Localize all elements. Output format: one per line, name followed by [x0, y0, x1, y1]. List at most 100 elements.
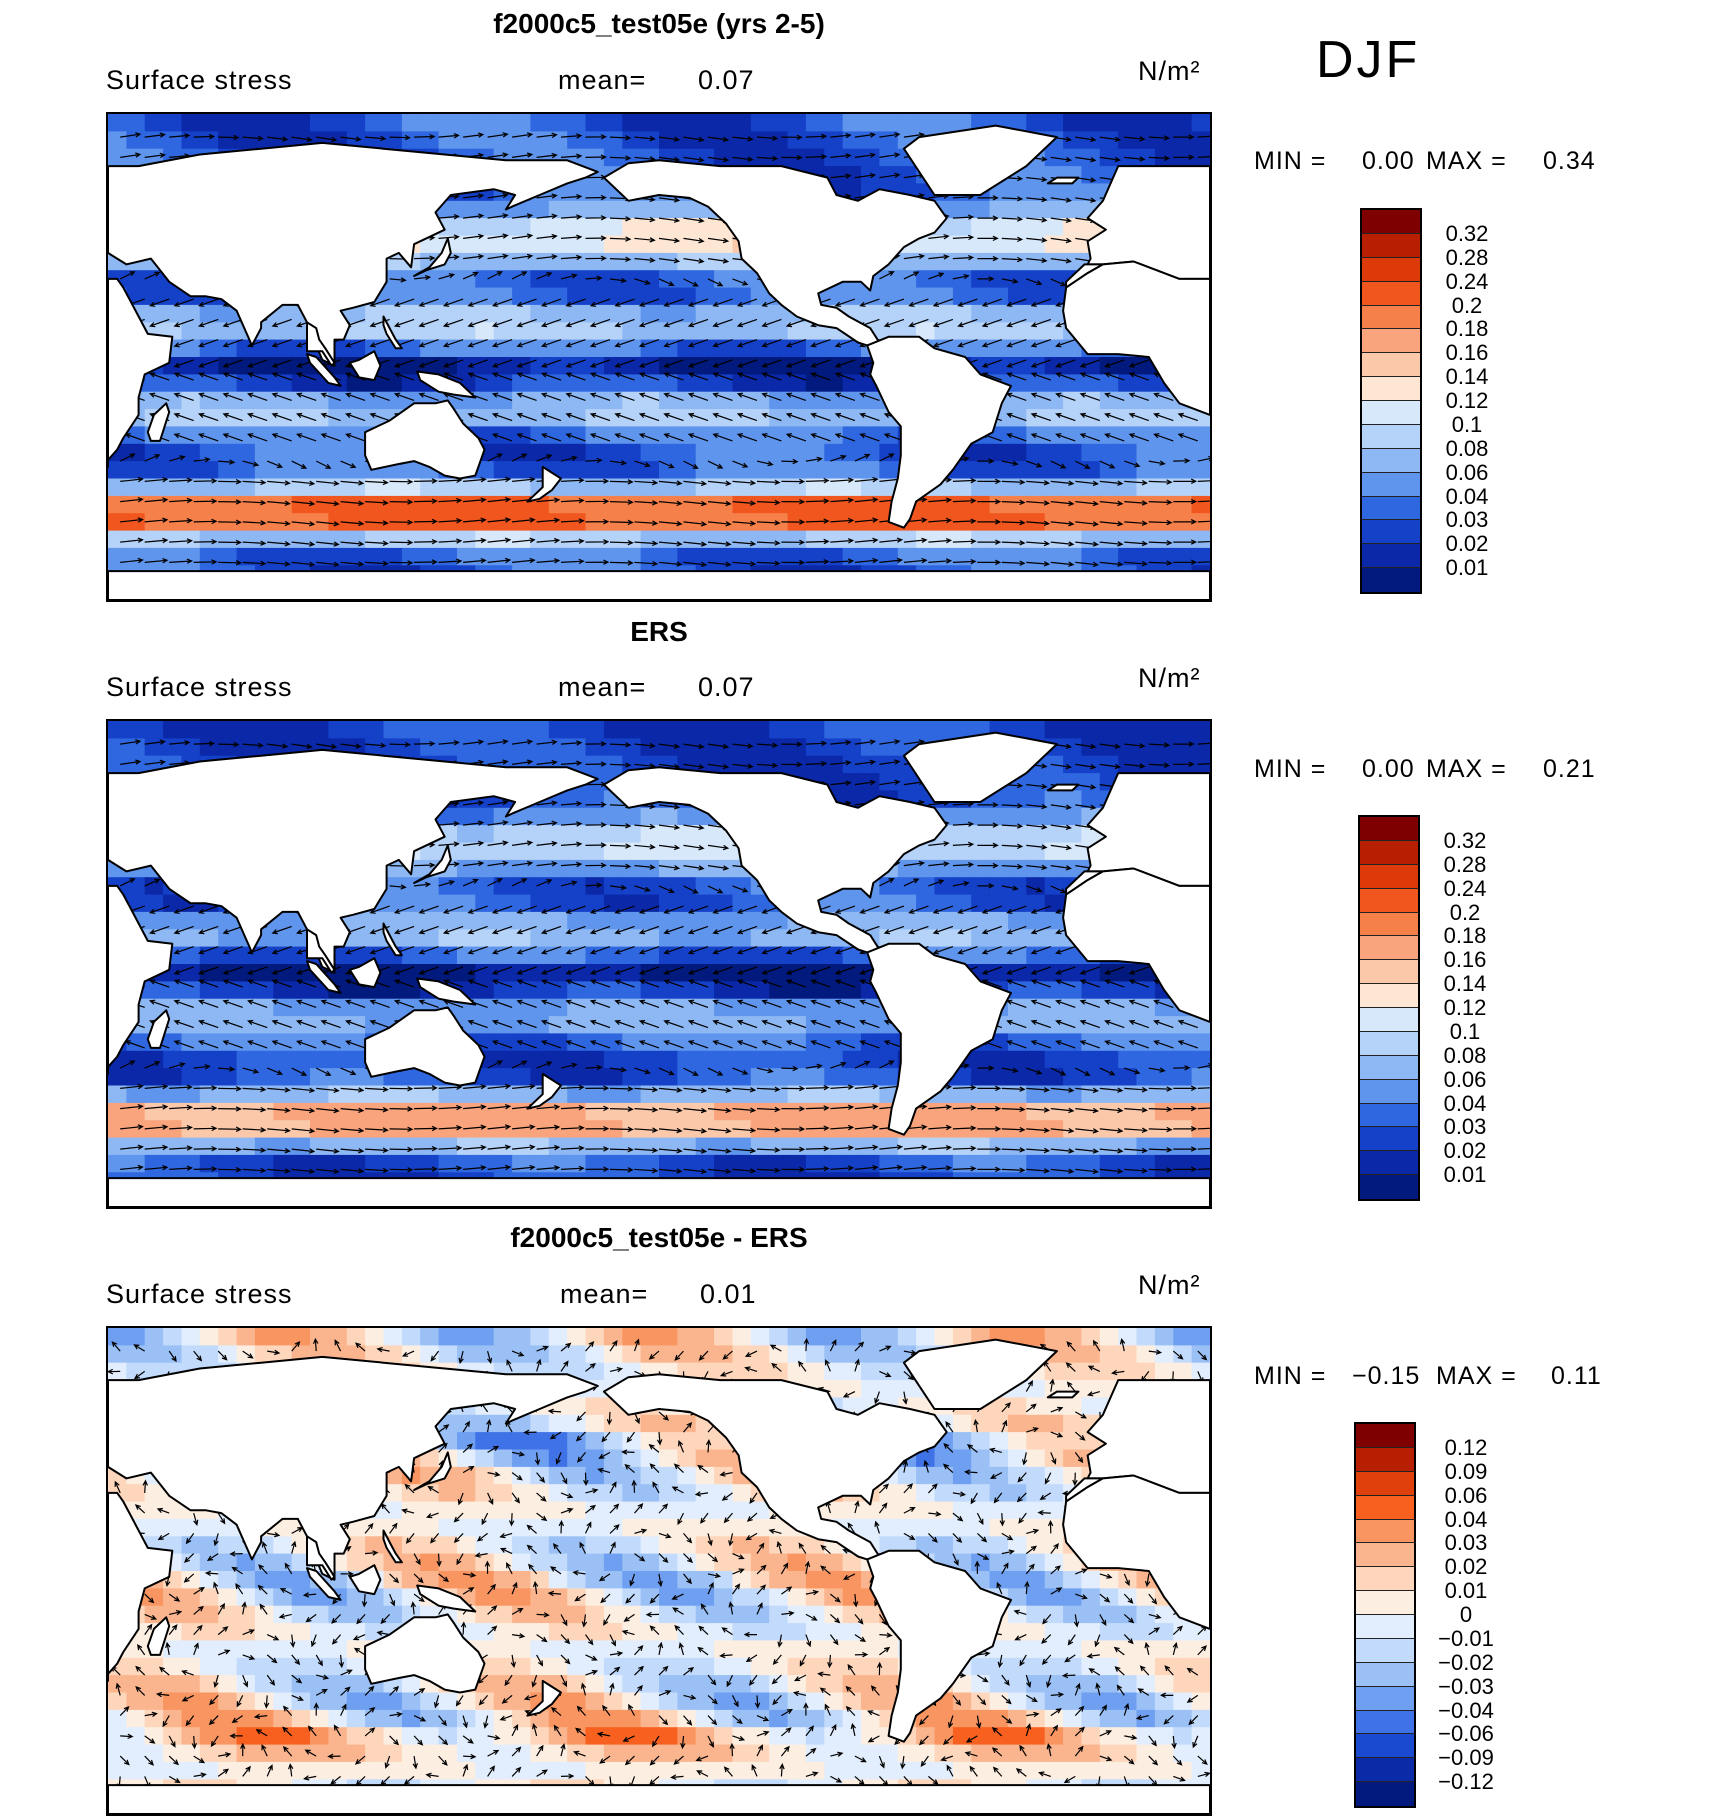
field-cell: [438, 357, 458, 375]
vector-arrow: [957, 946, 978, 955]
field-cell: [1008, 322, 1027, 341]
field-cell: [567, 357, 587, 375]
vector-arrow: [345, 339, 366, 348]
field-cell: [291, 1120, 311, 1139]
field-cell: [603, 1016, 623, 1035]
field-cell: [512, 218, 532, 237]
field-cell: [585, 981, 605, 1000]
field-cell: [512, 304, 532, 323]
field-cell: [787, 443, 807, 462]
field-cell: [659, 461, 678, 480]
field-cell: [750, 1102, 770, 1121]
field-cell: [512, 998, 532, 1017]
field-cell: [640, 911, 660, 930]
vector-arrow: [658, 804, 681, 810]
field-cell: [897, 252, 917, 271]
vector-arrow: [560, 841, 583, 847]
field-cell: [512, 1068, 532, 1087]
vector-arrow: [658, 197, 681, 203]
field-cell: [512, 964, 532, 982]
vector-arrow: [560, 801, 583, 807]
field-cell: [273, 322, 293, 341]
colorbar-swatch: [1362, 281, 1420, 306]
vector-arrow: [296, 979, 317, 988]
vector-arrow: [805, 498, 830, 504]
field-cell: [475, 981, 495, 1000]
vector-arrow: [1050, 258, 1072, 264]
vector-arrow: [834, 966, 856, 975]
vector-arrow: [1006, 359, 1027, 368]
field-cell: [1099, 495, 1119, 514]
vector-arrow: [756, 155, 779, 162]
panel-1-map-svg: [108, 114, 1210, 600]
vector-arrow: [365, 540, 389, 546]
vector-arrow: [193, 559, 218, 565]
field-cell: [1136, 1154, 1156, 1173]
field-cell: [383, 1154, 403, 1173]
field-cell: [732, 148, 752, 167]
vector-arrow: [144, 537, 169, 544]
field-cell: [567, 911, 587, 930]
field-cell: [971, 1154, 991, 1173]
field-cell: [548, 391, 568, 410]
field-cell: [879, 547, 899, 566]
field-cell: [732, 911, 752, 930]
field-cell: [493, 929, 513, 948]
field-cell: [1099, 391, 1119, 410]
vector-arrow: [1124, 479, 1148, 486]
field-cell: [842, 790, 862, 809]
field-cell: [769, 530, 789, 549]
vector-arrow: [683, 136, 705, 143]
field-cell: [805, 1137, 825, 1156]
field-cell: [1191, 1154, 1210, 1173]
field-cell: [567, 964, 587, 982]
field-cell: [879, 738, 899, 757]
vector-arrow: [560, 558, 585, 565]
field-cell: [457, 235, 476, 254]
field-cell: [236, 1137, 256, 1156]
vector-arrow: [173, 905, 194, 914]
vector-arrow: [736, 979, 758, 988]
vector-arrow: [540, 339, 562, 348]
vector-arrow: [981, 298, 1002, 307]
vector-arrow: [854, 759, 877, 765]
field-cell: [603, 721, 623, 739]
field-cell: [677, 1050, 697, 1069]
field-cell: [126, 443, 146, 462]
field-cell: [824, 755, 844, 774]
field-cell: [640, 322, 660, 341]
vector-arrow: [389, 277, 407, 283]
vector-arrow: [1079, 412, 1100, 422]
field-cell: [512, 1102, 532, 1121]
field-cell: [218, 1137, 238, 1156]
field-cell: [677, 339, 697, 358]
colorbar-swatch: [1362, 257, 1420, 282]
field-cell: [530, 200, 550, 219]
field-cell: [163, 1154, 183, 1173]
field-cell: [971, 1102, 991, 1121]
field-cell: [1173, 443, 1193, 462]
field-cell: [493, 252, 513, 271]
vector-arrow: [1197, 742, 1210, 745]
field-cell: [916, 252, 936, 271]
vector-arrow: [1148, 762, 1171, 768]
vector-arrow: [683, 480, 708, 487]
field-cell: [1044, 981, 1064, 1000]
field-cell: [163, 114, 183, 132]
field-cell: [879, 114, 899, 132]
field-cell: [328, 114, 348, 132]
field-cell: [365, 478, 385, 497]
field-cell: [493, 738, 513, 757]
field-cell: [181, 426, 201, 445]
vector-arrow: [683, 885, 699, 894]
field-cell: [273, 357, 293, 375]
vector-arrow: [1177, 433, 1198, 442]
field-cell: [805, 339, 825, 358]
field-cell: [1099, 131, 1119, 150]
vector-arrow: [267, 540, 291, 547]
vector-arrow: [952, 477, 977, 484]
vector-arrow: [634, 257, 656, 263]
vector-arrow: [928, 879, 945, 887]
vector-arrow: [197, 433, 219, 442]
vector-arrow: [614, 925, 635, 935]
